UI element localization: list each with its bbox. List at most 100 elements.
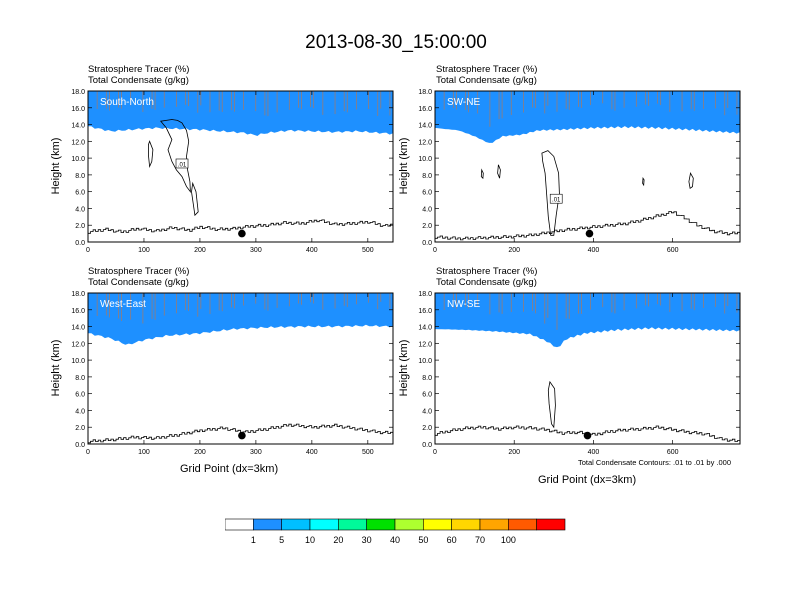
y-tick-label: 12.0 xyxy=(71,139,85,146)
panel-subtitle: Stratosphere Tracer (%) Total Condensate… xyxy=(88,64,189,86)
y-tick-label: 8.0 xyxy=(422,173,432,180)
contour-label-box xyxy=(175,158,189,169)
y-tick-label: 0.0 xyxy=(75,442,85,449)
y-tick-label: 2.0 xyxy=(75,223,85,230)
terrain-line xyxy=(435,211,740,241)
colorbar-label: 1 xyxy=(250,535,256,545)
colorbar-swatch xyxy=(253,518,282,531)
panel-title: South-North xyxy=(100,97,154,108)
condensate-contour xyxy=(480,168,484,180)
contour-label-box xyxy=(549,193,563,204)
colorbar-swatch xyxy=(479,518,509,531)
y-tick-label: 16.0 xyxy=(418,106,432,113)
x-tick-label: 400 xyxy=(588,247,600,254)
colorbar-label: 5 xyxy=(279,535,285,545)
y-tick-label: 14.0 xyxy=(71,123,85,130)
x-tick-label: 500 xyxy=(362,247,374,254)
y-axis-label: Height (km) xyxy=(398,339,410,397)
subtitle-condensate: Total Condensate (g/kg) xyxy=(436,75,537,86)
colorbar xyxy=(225,518,566,531)
y-tick-label: 16.0 xyxy=(418,308,432,315)
y-tick-label: 0.0 xyxy=(75,240,85,247)
condensate-contour xyxy=(642,176,645,187)
colorbar-label: 70 xyxy=(474,535,486,545)
y-axis-label: Height (km) xyxy=(50,339,62,397)
condensate-contour xyxy=(541,150,560,236)
y-tick-label: 18.0 xyxy=(71,291,85,298)
x-tick-label: 600 xyxy=(667,449,679,456)
y-tick-label: 6.0 xyxy=(75,190,85,197)
colorbar-swatch xyxy=(423,518,452,531)
colorbar-label: 30 xyxy=(361,535,372,545)
x-tick-label: 200 xyxy=(508,449,520,456)
panel-sw-ne: .01 SW-NE 0.0 2.0 4.0 6.0 8.0 10.0 12.0 14.0 16.0 1… xyxy=(418,89,741,254)
y-tick-label: 10.0 xyxy=(418,156,432,163)
colorbar-label: 50 xyxy=(418,535,429,545)
condensate-contour xyxy=(160,119,191,193)
x-tick-label: 0 xyxy=(433,449,437,456)
x-axis-label: Grid Point (dx=3km) xyxy=(538,474,637,486)
colorbar-label: 20 xyxy=(333,535,344,545)
subtitle-condensate: Total Condensate (g/kg) xyxy=(88,75,189,86)
plot-area: .01 xyxy=(435,91,740,241)
location-marker xyxy=(238,431,246,440)
subtitle-tracer: Stratosphere Tracer (%) xyxy=(436,64,538,75)
y-tick-label: 2.0 xyxy=(422,425,432,432)
x-tick-label: 100 xyxy=(138,449,150,456)
colorbar-label: 60 xyxy=(446,535,457,545)
condensate-contour xyxy=(497,164,501,179)
y-tick-label: 18.0 xyxy=(418,291,432,298)
y-tick-label: 16.0 xyxy=(71,308,85,315)
x-tick-label: 200 xyxy=(508,247,520,254)
location-marker xyxy=(585,229,594,238)
colorbar-swatch xyxy=(281,518,311,531)
y-tick-label: 4.0 xyxy=(75,408,85,415)
condensate-contour xyxy=(688,172,694,189)
plot-area xyxy=(435,293,740,443)
y-tick-label: 6.0 xyxy=(422,392,432,399)
condensate-contour xyxy=(191,181,199,217)
subtitle-condensate: Total Condensate (g/kg) xyxy=(436,277,537,288)
contour-label: .01 xyxy=(552,198,561,204)
x-tick-label: 600 xyxy=(667,247,679,254)
colorbar-swatch xyxy=(309,518,339,531)
x-tick-label: 400 xyxy=(306,247,318,254)
x-tick-label: 200 xyxy=(194,449,206,456)
y-tick-label: 18.0 xyxy=(418,89,432,96)
panel-south-north: .01 South-North 0.0 2.0 4.0 6.0 8.0 10.0 12.0 14.… xyxy=(71,89,394,254)
y-tick-label: 18.0 xyxy=(71,89,85,96)
panel-subtitle: Stratosphere Tracer (%) Total Condensate… xyxy=(436,64,537,86)
y-tick-label: 4.0 xyxy=(75,206,85,213)
terrain-line xyxy=(88,219,393,234)
y-tick-label: 14.0 xyxy=(418,325,432,332)
x-tick-label: 400 xyxy=(588,449,600,456)
y-tick-label: 12.0 xyxy=(71,341,85,348)
y-tick-label: 6.0 xyxy=(422,190,432,197)
contour-footnote: Total Condensate Contours: .01 to .01 by… xyxy=(578,458,732,467)
condensate-contour xyxy=(547,380,556,429)
y-tick-label: 12.0 xyxy=(418,139,432,146)
subtitle-condensate: Total Condensate (g/kg) xyxy=(88,277,189,288)
panel-title: West-East xyxy=(100,299,146,310)
panel-subtitle: Stratosphere Tracer (%) Total Condensate… xyxy=(436,266,537,288)
plot-frame xyxy=(87,90,394,243)
x-tick-label: 300 xyxy=(250,449,262,456)
colorbar-swatch xyxy=(338,518,367,531)
colorbar-swatch xyxy=(451,518,481,531)
colorbar-swatch xyxy=(394,518,424,531)
x-axis-label: Grid Point (dx=3km) xyxy=(180,463,279,475)
colorbar-swatch xyxy=(225,518,254,531)
y-tick-label: 8.0 xyxy=(422,375,432,382)
colorbar-swatch xyxy=(536,518,566,531)
y-tick-label: 2.0 xyxy=(75,425,85,432)
panel-nw-se: NW-SE 0.0 2.0 4.0 6.0 8.0 10.0 12.0 14.0 16.0 18.0… xyxy=(418,291,741,456)
contour-label: .01 xyxy=(178,162,187,168)
x-tick-label: 0 xyxy=(86,247,90,254)
figure-title: 2013-08-30_15:00:00 xyxy=(305,32,487,53)
plot-area: .01 xyxy=(88,91,393,238)
y-tick-label: 14.0 xyxy=(418,123,432,130)
y-tick-label: 14.0 xyxy=(71,325,85,332)
panel-title: NW-SE xyxy=(447,299,480,310)
y-tick-label: 10.0 xyxy=(71,156,85,163)
subtitle-tracer: Stratosphere Tracer (%) xyxy=(436,266,538,277)
